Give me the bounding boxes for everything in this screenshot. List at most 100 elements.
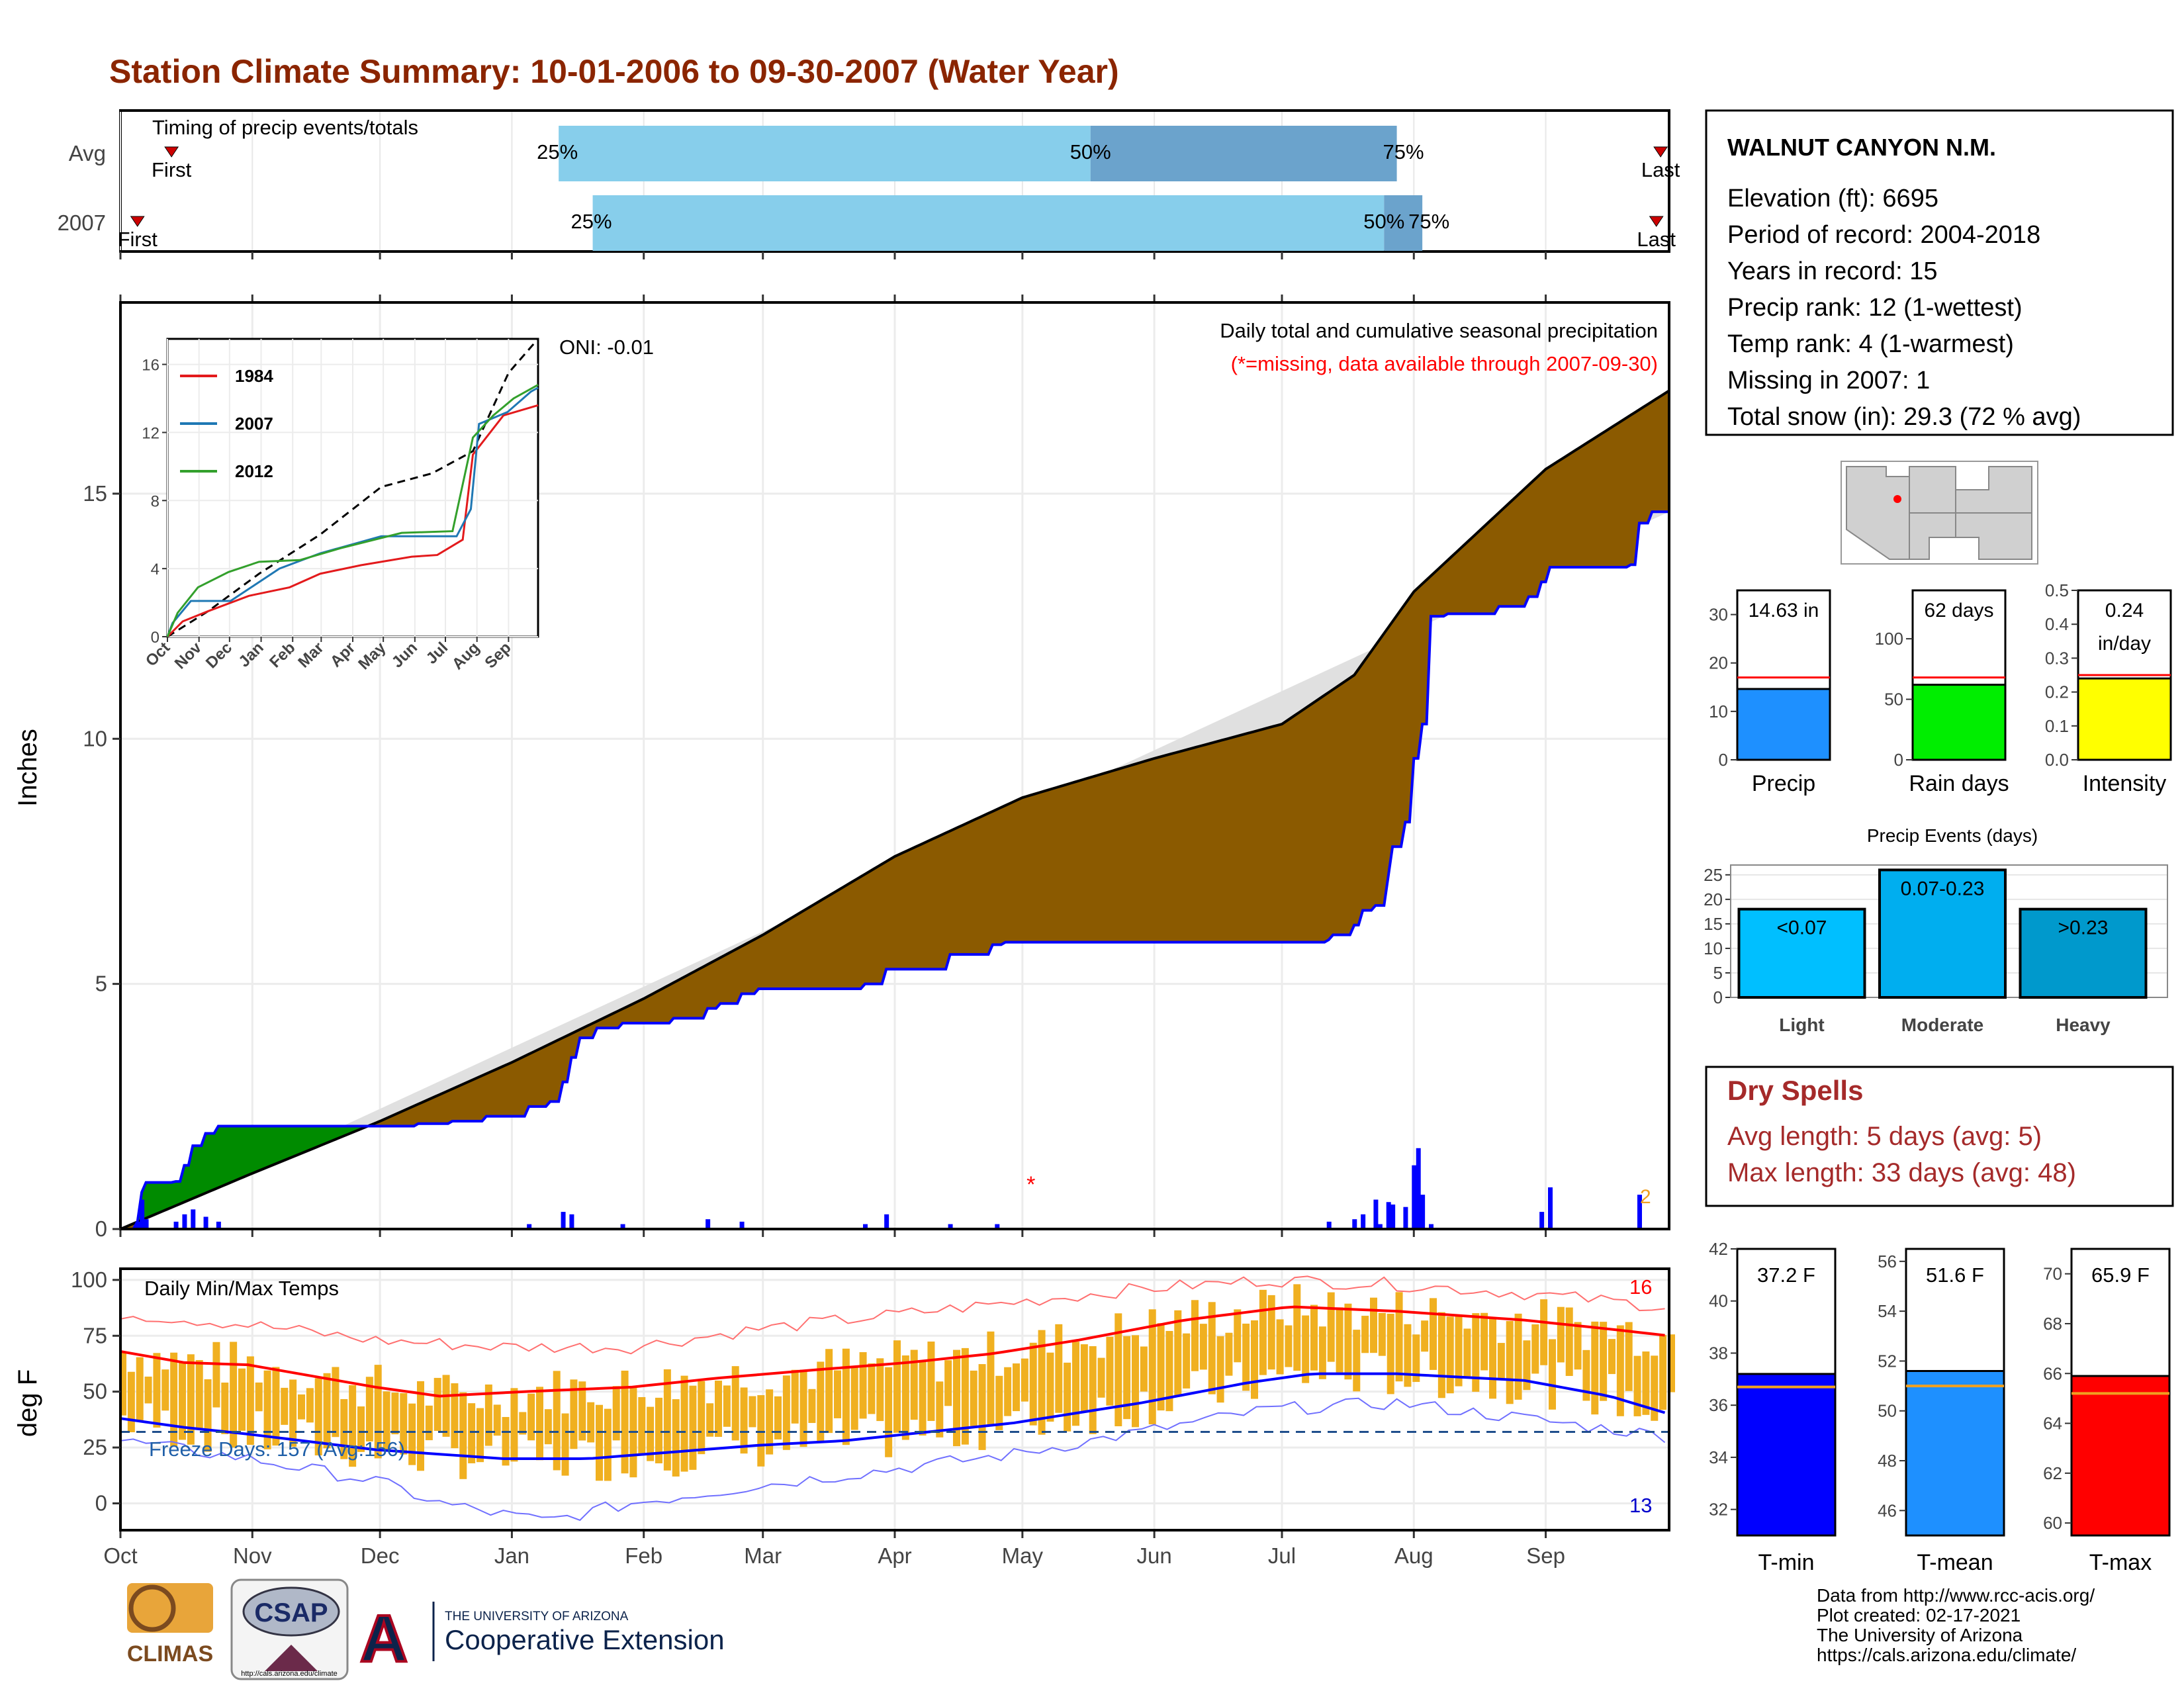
events-name-Light: Light	[1779, 1015, 1824, 1035]
temp-day-bar	[927, 1342, 935, 1421]
temp-day-bar	[1353, 1330, 1361, 1392]
timing-q50-label-Avg: 50%	[1070, 140, 1111, 163]
temp-day-bar	[1659, 1335, 1667, 1410]
stat-ytick-label-0-3: 30	[1709, 605, 1728, 625]
daily-precip-bar	[620, 1224, 625, 1229]
temp-day-bar	[901, 1355, 909, 1440]
daily-precip-bar	[1403, 1207, 1408, 1229]
temp-day-bar	[1591, 1321, 1599, 1415]
temp-day-bar	[1216, 1336, 1224, 1403]
temp-day-bar	[1267, 1295, 1275, 1370]
temp-day-bar	[570, 1379, 578, 1449]
season-stats: 0 10 20 30 14.63 in Precip 0 50 100 62 days Rain d…	[1709, 580, 2172, 796]
month-label-Oct: Oct	[103, 1543, 137, 1568]
oni-label: ONI: -0.01	[559, 336, 654, 359]
tstat-label-0: 37.2 F	[1757, 1263, 1815, 1287]
temp-day-bar	[1336, 1307, 1343, 1373]
inset-series-line-2007	[166, 387, 539, 637]
temp-day-bar	[1565, 1307, 1573, 1376]
csap-url: http://cals.arizona.edu/climate	[241, 1670, 338, 1678]
dry-title: Dry Spells	[1727, 1075, 1863, 1106]
temp-day-bar	[1157, 1323, 1165, 1411]
daily-precip-bar	[995, 1224, 1000, 1229]
temp-day-bar	[749, 1396, 756, 1428]
temp-day-bar	[1344, 1303, 1352, 1380]
temp-day-bar	[1668, 1334, 1675, 1393]
temp-day-bar	[1021, 1358, 1028, 1402]
inset-avg-line	[167, 338, 539, 638]
inset-legend-label-2012: 2012	[235, 461, 273, 481]
temp-day-bar	[774, 1396, 782, 1440]
month-label-Feb: Feb	[625, 1543, 662, 1568]
tstat-label-1: 51.6 F	[1926, 1263, 1984, 1287]
hot-count: 16	[1629, 1275, 1652, 1299]
precip-2007-line	[120, 510, 1669, 1230]
temp-ytick-label-3: 75	[83, 1323, 107, 1348]
temp-day-bar	[1132, 1335, 1139, 1428]
month-label-Sep: Sep	[1526, 1543, 1565, 1568]
temp-day-bar	[842, 1348, 850, 1445]
station-name: WALNUT CANYON N.M.	[1727, 134, 1996, 161]
station-years: Years in record: 15	[1727, 257, 1938, 285]
timing-bar-q50-q75-2007	[1384, 195, 1423, 251]
events-ytick-label-5: 25	[1704, 865, 1723, 885]
temp-day-bar	[119, 1351, 126, 1416]
temp-day-bar	[757, 1395, 765, 1467]
temp-day-bar	[1208, 1302, 1216, 1394]
temp-day-bar	[1097, 1357, 1105, 1398]
temp-day-bar	[1506, 1320, 1514, 1404]
timing-last-marker-2007	[1649, 216, 1664, 227]
events-title: Precip Events (days)	[1867, 825, 2038, 846]
temp-day-bar	[161, 1369, 169, 1411]
temp-day-bar	[936, 1381, 944, 1438]
temp-day-bar	[195, 1359, 203, 1430]
station-box: WALNUT CANYON N.M. Elevation (ft): 6695 …	[1705, 109, 2174, 436]
precip-area	[120, 389, 1670, 1230]
inset-ytick-label-1: 4	[151, 561, 159, 578]
temp-day-bar	[357, 1406, 365, 1452]
temp-day-bar	[561, 1413, 569, 1476]
inset-legend-label-2007: 2007	[235, 414, 273, 434]
temp-day-bar	[383, 1391, 390, 1451]
temp-lines	[120, 1275, 1669, 1522]
daily-precip-bar	[527, 1224, 532, 1229]
daily-precip-bar	[135, 1221, 140, 1229]
station-missing: Missing in 2007: 1	[1727, 367, 1930, 394]
stat-ytick-label-1-2: 100	[1875, 629, 1903, 649]
precip-avg-line	[120, 389, 1670, 1230]
temp-day-bar	[1523, 1340, 1531, 1391]
tstat-name-2: T-max	[2089, 1550, 2152, 1575]
stat-name-0: Precip	[1752, 771, 1815, 796]
station-snow: Total snow (in): 29.3 (72 % avg)	[1727, 403, 2081, 431]
stat-ytick-label-1-1: 50	[1884, 690, 1903, 709]
temp-day-bar	[365, 1377, 373, 1441]
events-ytick-label-0: 0	[1713, 987, 1723, 1007]
temp-day-bar	[1370, 1297, 1377, 1353]
daily-precip-bar	[1429, 1224, 1433, 1229]
temp-day-bar	[859, 1352, 867, 1419]
temp-ytick-label-1: 25	[83, 1435, 107, 1459]
temp-day-bar	[1455, 1316, 1463, 1387]
locator-map	[1841, 461, 2038, 565]
temp-day-bar	[502, 1416, 510, 1466]
ua-line1: THE UNIVERSITY OF ARIZONA	[445, 1610, 629, 1623]
tstat-ytick-label-1-4: 54	[1878, 1301, 1897, 1321]
temp-day-bar	[238, 1368, 246, 1431]
events-bar-Moderate	[1878, 868, 2007, 999]
temp-day-bar	[1251, 1320, 1258, 1399]
temp-day-bar	[1072, 1342, 1079, 1426]
timing-bar-q25-q50-Avg	[559, 126, 1091, 181]
temp-day-bar	[340, 1398, 348, 1459]
inset-series-line-2012	[166, 384, 539, 637]
temp-day-bar	[1463, 1328, 1471, 1377]
tstat-ytick-label-2-3: 66	[2043, 1363, 2062, 1383]
temp-day-bar	[910, 1349, 918, 1420]
month-label-Jan: Jan	[494, 1543, 529, 1568]
daily-precip-bar	[1420, 1195, 1426, 1229]
daily-precip-bar	[863, 1224, 868, 1229]
temp-day-bar	[1404, 1324, 1412, 1387]
temp-day-bar	[298, 1394, 305, 1420]
inset-ytick-label-4: 16	[142, 357, 159, 375]
credit-ua: The University of Arizona	[1817, 1625, 2023, 1645]
